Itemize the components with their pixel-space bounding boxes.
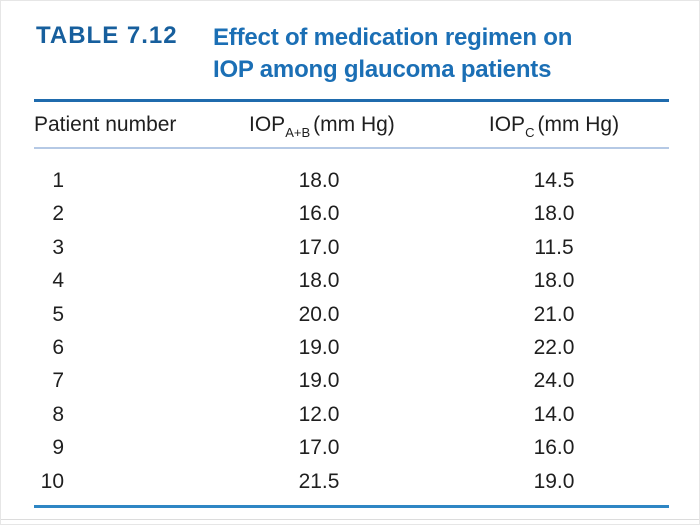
- table-number-label: TABLE 7.12: [36, 22, 178, 49]
- patient-number-cell: 6: [52, 335, 64, 359]
- iop-ab-value-cell: 20.0: [298, 302, 340, 326]
- table-row: 2 16.0 18.0: [34, 197, 669, 230]
- table-row: 1 18.0 14.5: [34, 164, 669, 197]
- header-iop-ab-base: IOP: [249, 113, 286, 136]
- iop-ab-value-cell: 17.0: [298, 235, 340, 259]
- table-row: 9 17.0 16.0: [34, 431, 669, 464]
- iop-ab-value-cell: 18.0: [298, 269, 340, 293]
- header-iop-ab-subscript: A+B: [285, 125, 311, 140]
- patient-number-cell: 7: [52, 369, 64, 393]
- patient-number-cell: 1: [52, 169, 64, 192]
- table-title-line-1: Effect of medication regimen on: [213, 24, 573, 51]
- column-header-iop-c: IOPC (mm Hg): [484, 110, 624, 140]
- iop-c-value-cell: 14.0: [533, 402, 575, 426]
- table-row: 6 19.0 22.0: [34, 331, 669, 364]
- header-iop-c-unit: (mm Hg): [537, 113, 620, 136]
- iop-ab-value-cell: 19.0: [298, 369, 340, 393]
- column-header-patient-number: Patient number: [34, 113, 177, 136]
- patient-number-cell: 10: [40, 469, 64, 493]
- iop-ab-value-cell: 18.0: [298, 169, 340, 192]
- header-iop-c-subscript: C: [525, 125, 535, 140]
- table-row: 3 17.0 11.5: [34, 231, 669, 264]
- patient-number-cell: 9: [52, 436, 64, 460]
- iop-c-value-cell: 14.5: [533, 169, 575, 192]
- iop-c-value-cell: 11.5: [534, 235, 574, 259]
- table-rows: 1 18.0 14.5 2 16.0 18.0 3 17.0 11.5 4 18.0 18.0 5 20.…: [34, 164, 669, 498]
- header-iop-ab-unit: (mm Hg): [313, 113, 395, 136]
- iop-ab-value-cell: 21.5: [298, 469, 340, 493]
- iop-c-value-cell: 16.0: [533, 436, 575, 460]
- iop-c-value-cell: 18.0: [533, 202, 575, 226]
- iop-c-value-cell: 22.0: [533, 335, 575, 359]
- table-row: 10 21.5 19.0: [34, 465, 669, 498]
- patient-number-cell: 8: [52, 402, 64, 426]
- table-title-line-2: IOP among glaucoma patients: [213, 56, 552, 83]
- table-row: 4 18.0 18.0: [34, 264, 669, 297]
- header-iop-c-base: IOP: [488, 113, 526, 136]
- top-rule: [34, 99, 669, 102]
- table-row: 7 19.0 24.0: [34, 364, 669, 397]
- iop-ab-value-cell: 17.0: [298, 436, 340, 460]
- patient-number-cell: 5: [52, 302, 64, 326]
- iop-c-value-cell: 18.0: [533, 269, 575, 293]
- header-underline-rule: [34, 147, 669, 149]
- table-row: 5 20.0 21.0: [34, 298, 669, 331]
- patient-number-cell: 4: [52, 269, 64, 293]
- iop-c-value-cell: 24.0: [533, 369, 575, 393]
- column-header-iop-ab: IOPA+B (mm Hg): [249, 110, 395, 140]
- iop-c-value-cell: 21.0: [533, 302, 575, 326]
- bottom-rule: [34, 505, 669, 508]
- iop-ab-value-cell: 19.0: [298, 335, 340, 359]
- table-header-row: Patient number IOPA+B (mm Hg) IOPC (mm Hg): [34, 110, 669, 144]
- iop-c-value-cell: 19.0: [533, 469, 575, 493]
- patient-number-cell: 2: [52, 202, 64, 226]
- page-edge-hairline: [1, 519, 699, 520]
- table-row: 8 12.0 14.0: [34, 398, 669, 431]
- patient-number-cell: 3: [52, 235, 64, 259]
- iop-ab-value-cell: 16.0: [298, 202, 340, 226]
- iop-ab-value-cell: 12.0: [298, 402, 340, 426]
- table-title: Effect of medication regimen on IOP amon…: [213, 22, 613, 86]
